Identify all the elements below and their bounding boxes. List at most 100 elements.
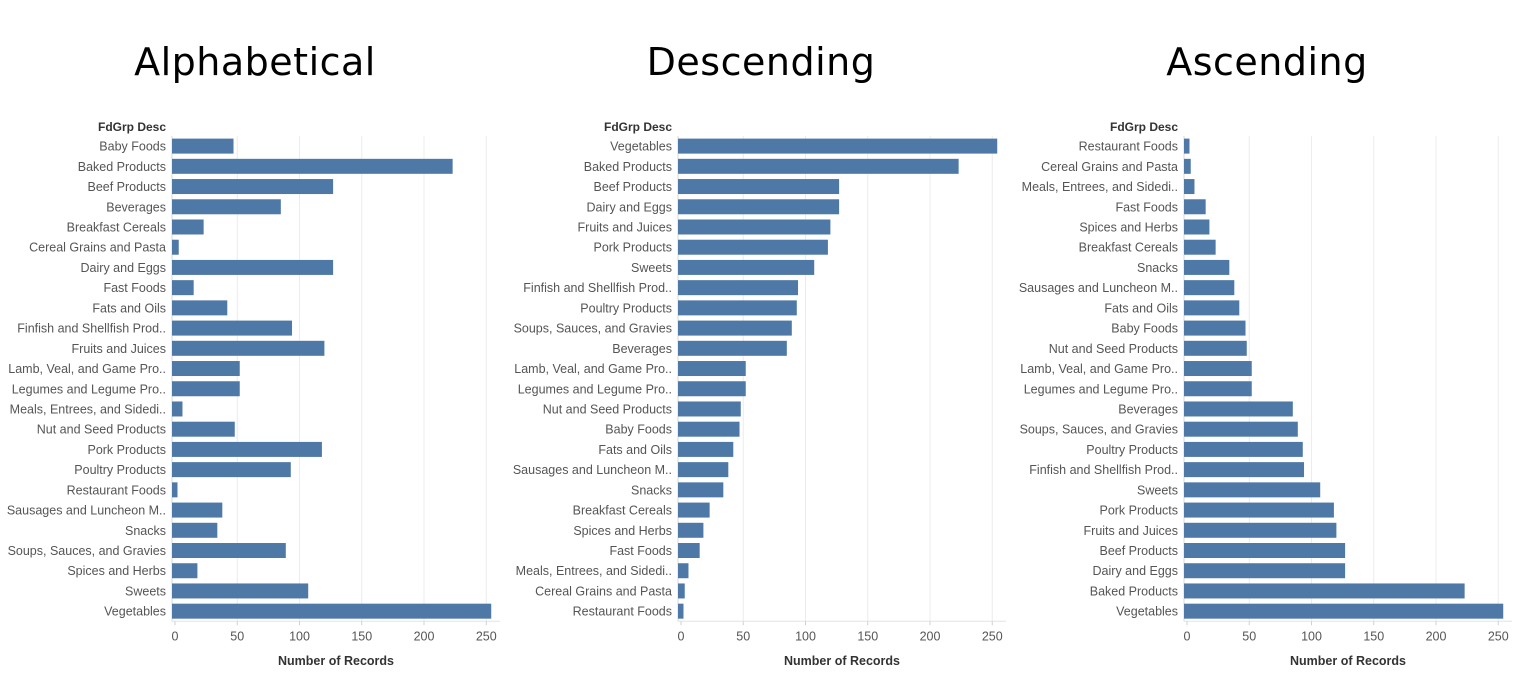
x-tick-label: 200 <box>920 629 941 643</box>
chart-panel-alphabetical: Alphabetical FdGrp Desc Baby Foods Baked P… <box>0 0 510 674</box>
bar <box>678 199 840 215</box>
chart-title: Ascending <box>1166 40 1368 84</box>
bar <box>1184 603 1504 619</box>
category-label: Pork Products <box>593 241 672 255</box>
category-label: Fats and Oils <box>598 443 672 457</box>
x-axis-label: Number of Records <box>784 654 900 668</box>
category-label: Soups, Sauces, and Gravies <box>514 322 672 336</box>
category-label: Fast Foods <box>609 544 672 558</box>
category-label: Beverages <box>1118 402 1178 416</box>
bar <box>172 563 198 579</box>
category-label: Sausages and Luncheon M.. <box>513 463 672 477</box>
x-tick-label: 100 <box>795 629 816 643</box>
category-label: Cereal Grains and Pasta <box>29 241 166 255</box>
category-label: Poultry Products <box>1086 443 1178 457</box>
bar <box>678 563 689 579</box>
category-label: Legumes and Legume Pro.. <box>518 382 672 396</box>
bar <box>1184 502 1334 518</box>
bar <box>678 441 734 457</box>
category-label: Legumes and Legume Pro.. <box>12 382 166 396</box>
category-label: Fruits and Juices <box>72 342 166 356</box>
category-label: Baby Foods <box>1111 322 1178 336</box>
category-label: Breakfast Cereals <box>573 504 672 518</box>
bar <box>172 340 325 356</box>
category-label: Spices and Herbs <box>67 564 166 578</box>
x-tick-label: 250 <box>982 629 1003 643</box>
category-label: Soups, Sauces, and Gravies <box>1020 423 1178 437</box>
x-tick-label: 0 <box>1184 629 1191 643</box>
category-label: Vegetables <box>610 140 672 154</box>
category-label: Poultry Products <box>74 463 166 477</box>
bar <box>678 239 828 255</box>
category-label: Poultry Products <box>580 301 672 315</box>
category-label: Dairy and Eggs <box>587 200 672 214</box>
bar-chart: FdGrp Desc Restaurant Foods Cereal Grains … <box>1019 120 1512 668</box>
bar <box>172 280 194 296</box>
x-axis-label: Number of Records <box>278 654 394 668</box>
category-label: Baked Products <box>78 160 166 174</box>
bar <box>1184 219 1210 235</box>
bar <box>678 421 740 437</box>
bar <box>172 522 218 538</box>
bar <box>1184 462 1305 478</box>
bar <box>172 158 453 174</box>
category-label: Nut and Seed Products <box>37 423 166 437</box>
bar <box>172 381 240 397</box>
bar <box>172 482 178 498</box>
category-label: Restaurant Foods <box>67 483 166 497</box>
category-label: Fast Foods <box>1115 200 1178 214</box>
category-label: Fruits and Juices <box>578 220 672 234</box>
row-header: FdGrp Desc <box>604 120 672 134</box>
category-label: Cereal Grains and Pasta <box>1041 160 1178 174</box>
category-label: Lamb, Veal, and Game Pro.. <box>1020 362 1178 376</box>
bar <box>678 179 840 195</box>
category-label: Fruits and Juices <box>1084 524 1178 538</box>
bar <box>172 462 291 478</box>
category-label: Fats and Oils <box>92 301 166 315</box>
x-tick-label: 50 <box>736 629 750 643</box>
x-tick-label: 200 <box>414 629 435 643</box>
bar <box>1184 583 1465 599</box>
category-label: Sweets <box>125 584 166 598</box>
category-label: Vegetables <box>104 605 166 619</box>
bar <box>1184 381 1252 397</box>
x-tick-label: 0 <box>678 629 685 643</box>
category-label: Pork Products <box>1099 504 1178 518</box>
bar <box>1184 340 1247 356</box>
x-tick-label: 50 <box>1242 629 1256 643</box>
x-tick-label: 150 <box>351 629 372 643</box>
bar <box>172 441 322 457</box>
category-label: Fast Foods <box>103 281 166 295</box>
x-tick-label: 200 <box>1426 629 1447 643</box>
bar <box>1184 239 1216 255</box>
bar <box>678 543 700 559</box>
bar <box>172 138 234 154</box>
x-tick-label: 250 <box>476 629 497 643</box>
chart-title: Alphabetical <box>134 40 376 84</box>
bar <box>678 462 729 478</box>
category-label: Lamb, Veal, and Game Pro.. <box>514 362 672 376</box>
x-tick-label: 250 <box>1488 629 1509 643</box>
bar <box>1184 563 1346 579</box>
bar <box>678 320 792 336</box>
bar <box>1184 300 1240 316</box>
bar <box>172 239 179 255</box>
category-label: Sweets <box>631 261 672 275</box>
category-label: Meals, Entrees, and Sidedi.. <box>1022 180 1178 194</box>
bar-chart: FdGrp Desc Vegetables Baked Products Beef P… <box>513 120 1006 668</box>
bar <box>172 300 228 316</box>
category-label: Baked Products <box>584 160 672 174</box>
bar <box>1184 259 1230 275</box>
bar <box>172 320 293 336</box>
chart-panel-ascending: Ascending FdGrp Desc Restaurant Foods Cere… <box>1012 0 1522 674</box>
bar <box>1184 361 1252 377</box>
bar <box>678 482 724 498</box>
bar <box>1184 280 1235 296</box>
category-label: Meals, Entrees, and Sidedi.. <box>516 564 672 578</box>
category-label: Sweets <box>1137 483 1178 497</box>
x-tick-label: 50 <box>230 629 244 643</box>
category-label: Baby Foods <box>605 423 672 437</box>
category-label: Beef Products <box>593 180 672 194</box>
bar <box>1184 522 1337 538</box>
bar <box>172 219 204 235</box>
